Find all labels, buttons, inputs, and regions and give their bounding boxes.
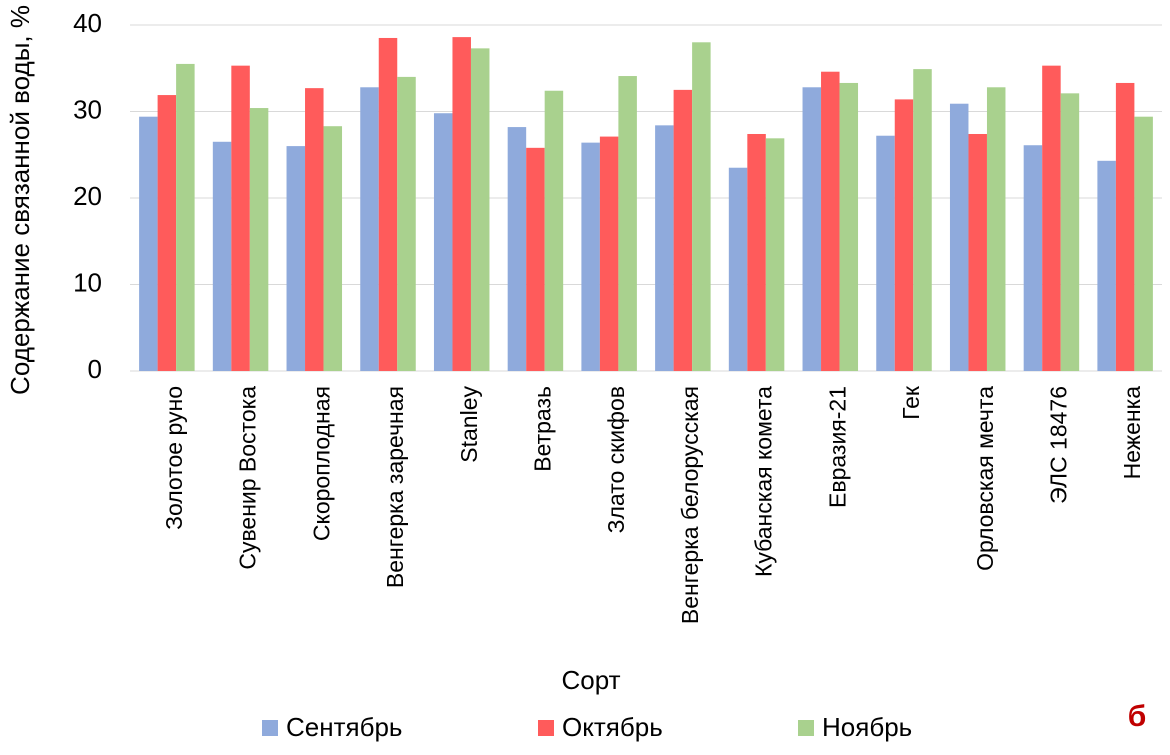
bar	[1115, 82, 1135, 371]
x-tick-label: Злато скифов	[603, 386, 629, 533]
bar	[581, 142, 600, 371]
legend-label: Октябрь	[562, 712, 663, 742]
bar	[1060, 93, 1080, 372]
legend-swatch	[538, 720, 554, 736]
bar	[544, 90, 564, 372]
x-tick-label: Stanley	[456, 386, 482, 463]
y-tick-label: 20	[73, 181, 102, 211]
bar	[1023, 145, 1043, 371]
bar	[526, 147, 545, 371]
bar	[821, 71, 840, 372]
bar	[176, 63, 195, 372]
bar	[470, 48, 490, 371]
bar	[986, 87, 1006, 371]
bar	[913, 69, 932, 372]
bar	[231, 65, 250, 371]
bar	[323, 126, 343, 371]
x-tick-label: Евразия-21	[824, 386, 850, 508]
bar	[378, 37, 398, 371]
bar	[968, 133, 987, 371]
bar	[765, 138, 785, 371]
x-tick-label: Неженка	[1119, 386, 1145, 480]
bar	[139, 116, 158, 371]
bar	[157, 95, 177, 371]
x-tick-label: Кубанская комета	[751, 386, 777, 577]
bar	[802, 87, 822, 371]
legend-swatch	[262, 720, 278, 736]
bar	[876, 135, 895, 371]
bar	[305, 88, 324, 372]
bar	[949, 103, 969, 371]
y-tick-label: 40	[73, 8, 102, 38]
bar	[618, 76, 637, 371]
bar	[397, 76, 416, 372]
panel-label: б	[1128, 700, 1147, 733]
bar	[692, 42, 711, 372]
bar	[212, 141, 232, 371]
legend-label: Сентябрь	[286, 712, 402, 742]
x-tick-label: Орловская мечта	[972, 386, 998, 571]
y-tick-label: 0	[88, 354, 102, 384]
bar	[452, 37, 471, 372]
bar	[1097, 160, 1116, 371]
x-tick-label: Золотое руно	[161, 386, 187, 530]
x-tick-label: Ветразь	[530, 386, 556, 472]
x-axis-title: Сорт	[561, 665, 620, 695]
bar	[655, 125, 674, 371]
x-tick-label: Венгерка белорусская	[677, 386, 703, 624]
bar	[728, 167, 748, 371]
y-tick-label: 10	[73, 267, 102, 297]
bar	[507, 127, 527, 371]
bar	[599, 136, 619, 371]
bar	[1134, 116, 1153, 371]
bar	[360, 87, 379, 371]
x-tick-label: Гек	[898, 385, 924, 420]
bar	[673, 89, 693, 371]
bar	[433, 113, 453, 371]
bar	[839, 82, 859, 371]
bar	[894, 99, 914, 371]
y-axis-title: Содержание связанной воды, %	[5, 5, 35, 395]
bar	[747, 133, 766, 371]
bar	[1042, 65, 1061, 371]
x-tick-label: Сувенир Востока	[235, 386, 261, 570]
legend-label: Ноябрь	[822, 712, 912, 742]
x-tick-label: Скороплодная	[308, 386, 334, 541]
x-tick-label: ЭЛС 18476	[1046, 386, 1072, 504]
bar	[286, 146, 306, 371]
legend-swatch	[798, 720, 814, 736]
bar	[249, 108, 269, 371]
y-tick-label: 30	[73, 94, 102, 124]
x-tick-label: Венгерка заречная	[382, 386, 408, 588]
